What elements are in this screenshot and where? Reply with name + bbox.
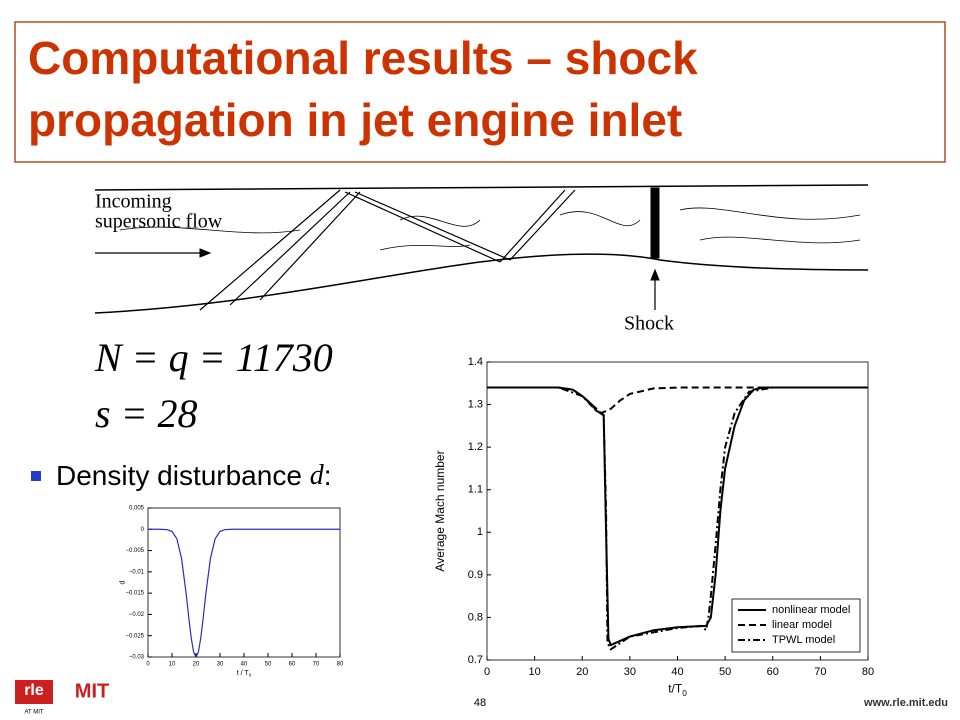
data-line bbox=[487, 386, 868, 651]
x-tick-label: 40 bbox=[241, 662, 248, 668]
y-tick-label: 0.7 bbox=[468, 654, 483, 666]
legend-label: linear model bbox=[772, 619, 832, 631]
bullet-variable: d bbox=[310, 460, 325, 491]
x-tick-label: 60 bbox=[767, 666, 779, 678]
x-tick-label: 0 bbox=[146, 662, 150, 668]
mit-logo: MIT bbox=[75, 680, 109, 702]
data-line bbox=[148, 528, 340, 659]
flow-label: supersonic flow bbox=[95, 211, 223, 233]
y-axis-label: Average Mach number bbox=[433, 450, 447, 571]
x-axis-label: t/T bbox=[668, 682, 683, 696]
x-tick-label: 40 bbox=[671, 666, 683, 678]
y-tick-label: 0.005 bbox=[129, 506, 145, 512]
x-tick-label: 80 bbox=[862, 666, 874, 678]
flow-figure bbox=[94, 184, 869, 314]
data-line bbox=[487, 386, 868, 415]
y-tick-label: 1.3 bbox=[468, 398, 483, 410]
legend-label: nonlinear model bbox=[772, 604, 850, 616]
x-axis-label: t/T0 bbox=[668, 682, 687, 698]
bullet-text: Density disturbance d: bbox=[56, 460, 331, 491]
plot-area bbox=[147, 507, 341, 658]
x-tick-label: 10 bbox=[529, 666, 541, 678]
y-tick-label: −0.01 bbox=[129, 569, 145, 575]
x-axis-label-sub: 0 bbox=[682, 689, 687, 698]
x-axis-label: t / T bbox=[237, 670, 250, 677]
main-chart: 0 10 20 30 40 50 60 70 80 0.7 0.8 0.9 1 1.1 1.2 1.3 1.4 t… bbox=[433, 356, 874, 698]
bullet-text: Density disturbance bbox=[56, 460, 302, 491]
x-tick-label: 70 bbox=[814, 666, 826, 678]
shock-label: Shock bbox=[624, 313, 674, 335]
y-tick-label: 1.1 bbox=[468, 484, 483, 496]
y-axis-label: d bbox=[120, 580, 127, 584]
y-tick-label: 1 bbox=[477, 526, 483, 538]
x-tick-label: 30 bbox=[624, 666, 636, 678]
flow-label: Incoming bbox=[95, 191, 172, 213]
x-tick-label: 30 bbox=[217, 662, 224, 668]
x-tick-label: 50 bbox=[719, 666, 731, 678]
x-axis-label: t / T0 bbox=[237, 670, 252, 678]
x-tick-label: 10 bbox=[169, 662, 176, 668]
equation: N = q = 11730 bbox=[94, 335, 333, 380]
x-tick-label: 60 bbox=[289, 662, 296, 668]
y-tick-label: 1.4 bbox=[468, 356, 483, 368]
x-axis-label-sub: 0 bbox=[249, 673, 252, 678]
y-tick-label: 0 bbox=[141, 527, 145, 533]
title: propagation in jet engine inlet bbox=[28, 94, 682, 146]
small-chart: 0 10 20 30 40 50 60 70 80 0.005 0 −0.005 −0.01 −0.015… bbox=[120, 506, 344, 678]
y-tick-label: 1.2 bbox=[468, 441, 483, 453]
x-tick-label: 0 bbox=[484, 666, 490, 678]
footer-url: www.rle.mit.edu bbox=[863, 697, 948, 709]
y-tick-label: −0.005 bbox=[125, 548, 144, 554]
bullet-colon: : bbox=[324, 460, 332, 491]
y-tick-label: −0.025 bbox=[125, 633, 144, 639]
title-box bbox=[14, 21, 946, 163]
y-tick-label: 0.8 bbox=[468, 611, 483, 623]
x-tick-label: 70 bbox=[313, 662, 320, 668]
title: Computational results – shock bbox=[28, 32, 698, 84]
rle-logo-text: rle bbox=[24, 682, 44, 699]
x-tick-label: 80 bbox=[337, 662, 344, 668]
x-tick-label: 20 bbox=[193, 662, 200, 668]
y-tick-label: −0.03 bbox=[129, 655, 145, 661]
page-number: 48 bbox=[474, 697, 486, 709]
y-tick-label: −0.02 bbox=[129, 612, 145, 618]
y-tick-label: 0.9 bbox=[468, 569, 483, 581]
y-tick-label: −0.015 bbox=[125, 591, 144, 597]
bullet-marker bbox=[31, 471, 41, 481]
equation: s = 28 bbox=[95, 391, 198, 436]
legend-label: TPWL model bbox=[772, 634, 835, 646]
x-tick-label: 20 bbox=[576, 666, 588, 678]
rle-logo-sub: AT MIT bbox=[24, 710, 43, 716]
x-tick-label: 50 bbox=[265, 662, 272, 668]
rle-logo bbox=[15, 680, 53, 704]
